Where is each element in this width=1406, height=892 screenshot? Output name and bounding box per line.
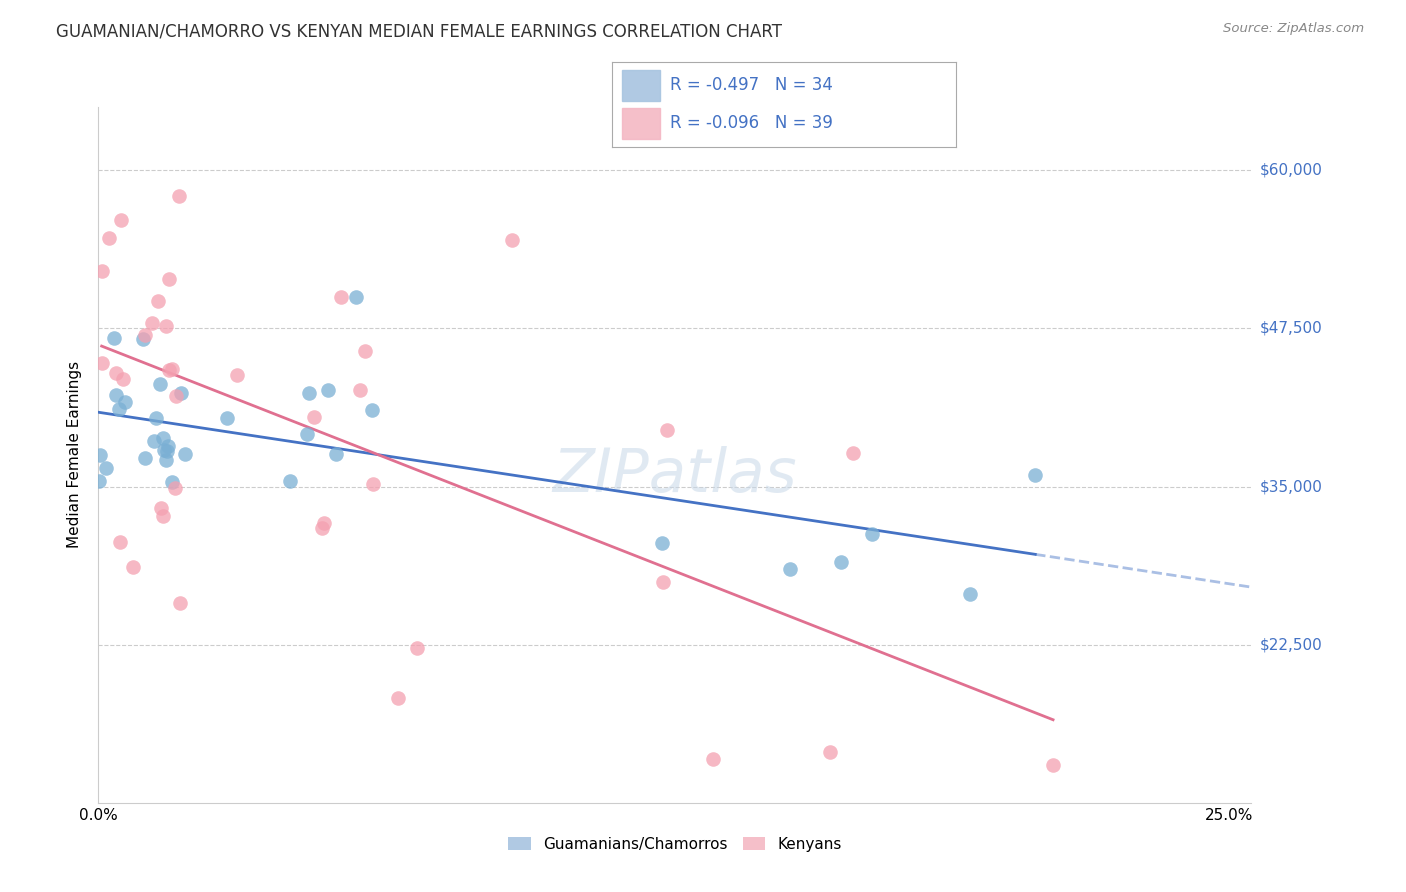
Point [278,474,301,488]
Point [651,536,673,550]
Point [651,575,673,590]
Point [105,388,128,402]
Point [145,411,167,425]
Point [141,316,163,330]
Point [316,384,339,398]
Point [360,403,382,417]
Point [346,290,368,304]
Point [134,327,156,342]
Bar [621,70,659,101]
Point [702,751,724,765]
Legend: Guamanians/Chamorros, Kenyans: Guamanians/Chamorros, Kenyans [502,830,848,858]
Point [841,446,863,460]
Point [330,289,353,303]
Text: $60,000: $60,000 [1260,163,1323,178]
Point [98,231,121,245]
Point [295,427,318,442]
Point [361,476,384,491]
Point [156,443,179,458]
Point [354,344,377,359]
Y-axis label: Median Female Earnings: Median Female Earnings [67,361,83,549]
Text: R = -0.497   N = 34: R = -0.497 N = 34 [671,77,832,95]
Point [152,431,174,445]
Point [501,233,523,247]
Point [114,395,136,409]
Point [110,213,132,227]
Point [387,690,409,705]
Point [155,319,177,334]
Point [226,368,249,383]
Point [155,452,177,467]
Text: GUAMANIAN/CHAMORRO VS KENYAN MEDIAN FEMALE EARNINGS CORRELATION CHART: GUAMANIAN/CHAMORRO VS KENYAN MEDIAN FEMA… [56,22,782,40]
Point [311,521,333,535]
Text: Source: ZipAtlas.com: Source: ZipAtlas.com [1223,22,1364,36]
Point [298,385,321,400]
Point [160,475,183,489]
Point [173,1,195,15]
Point [121,559,143,574]
Point [146,293,169,308]
Point [134,450,156,465]
Point [959,587,981,601]
Point [157,271,180,285]
Text: $22,500: $22,500 [1260,637,1323,652]
Bar [621,108,659,139]
Point [302,410,325,425]
Point [89,448,111,462]
Point [149,500,172,515]
Point [170,386,193,401]
Point [152,443,174,458]
Point [157,363,180,377]
Text: $35,000: $35,000 [1260,479,1323,494]
Point [349,383,371,397]
Point [1042,757,1064,772]
Point [312,516,335,530]
Point [167,188,190,202]
Point [112,372,135,386]
Point [104,366,127,380]
Point [1024,468,1046,483]
Point [103,331,125,345]
Text: ZIPatlas: ZIPatlas [553,446,797,505]
Point [830,556,852,570]
Point [655,423,678,437]
Point [152,508,174,523]
Point [779,562,801,576]
Point [325,447,347,461]
Point [90,264,112,278]
Point [108,534,131,549]
Point [217,410,239,425]
Point [132,332,155,346]
Point [165,481,187,495]
Point [87,474,110,488]
Point [165,389,187,403]
Point [149,376,172,391]
Point [173,447,195,461]
Point [157,439,180,453]
Point [860,527,883,541]
Point [169,596,191,610]
Point [405,640,427,655]
Point [96,461,118,475]
Text: $47,500: $47,500 [1260,321,1323,336]
Point [160,361,183,376]
Text: R = -0.096   N = 39: R = -0.096 N = 39 [671,114,832,132]
Point [90,356,112,370]
Point [142,434,165,448]
Point [818,745,841,759]
Point [107,401,129,416]
